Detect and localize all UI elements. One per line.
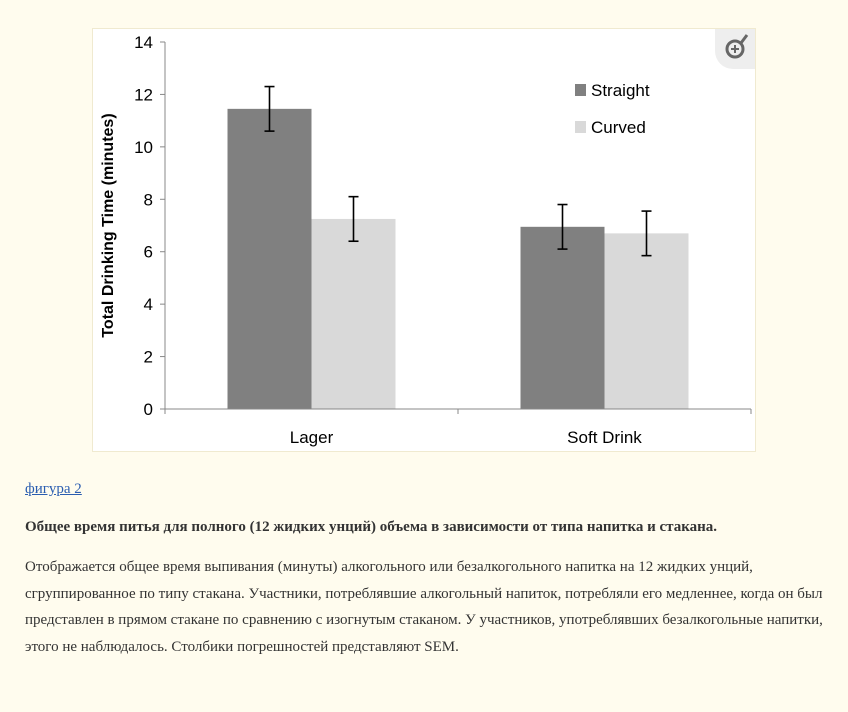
figure-description: Отображается общее время выпивания (мину… bbox=[25, 559, 823, 655]
y-tick-label: 8 bbox=[144, 190, 153, 209]
bar-curved bbox=[604, 233, 689, 409]
bar-straight bbox=[227, 108, 312, 409]
figure-chart: Lager Soft Drink 0 2 4 6 8 10 12 14 Total Drinking… bbox=[92, 28, 756, 452]
legend-swatch bbox=[575, 84, 586, 96]
x-tick-label: Lager bbox=[290, 428, 334, 447]
y-tick-label: 0 bbox=[144, 400, 153, 419]
bar-chart: Lager Soft Drink 0 2 4 6 8 10 12 14 Total Drinking… bbox=[100, 33, 752, 447]
x-tick-label: Soft Drink bbox=[567, 428, 642, 447]
y-tick-label: 2 bbox=[144, 348, 153, 367]
legend-label: Straight bbox=[591, 81, 650, 100]
bar-straight bbox=[520, 226, 605, 409]
legend-swatch bbox=[575, 121, 586, 133]
legend-label: Curved bbox=[591, 118, 646, 137]
figure-title: Общее время питья для полного (12 жидких… bbox=[25, 519, 718, 535]
bar-curved bbox=[311, 218, 396, 409]
y-tick-label: 12 bbox=[134, 85, 153, 104]
zoom-button[interactable] bbox=[715, 29, 755, 69]
zoom-in-icon bbox=[725, 34, 749, 59]
y-tick-label: 10 bbox=[134, 138, 153, 157]
y-tick-label: 4 bbox=[144, 295, 153, 314]
y-tick-label: 6 bbox=[144, 243, 153, 262]
figure-link[interactable]: фигура 2 bbox=[25, 481, 82, 497]
y-tick-label: 14 bbox=[134, 33, 153, 52]
y-axis-label: Total Drinking Time (minutes) bbox=[100, 113, 117, 337]
